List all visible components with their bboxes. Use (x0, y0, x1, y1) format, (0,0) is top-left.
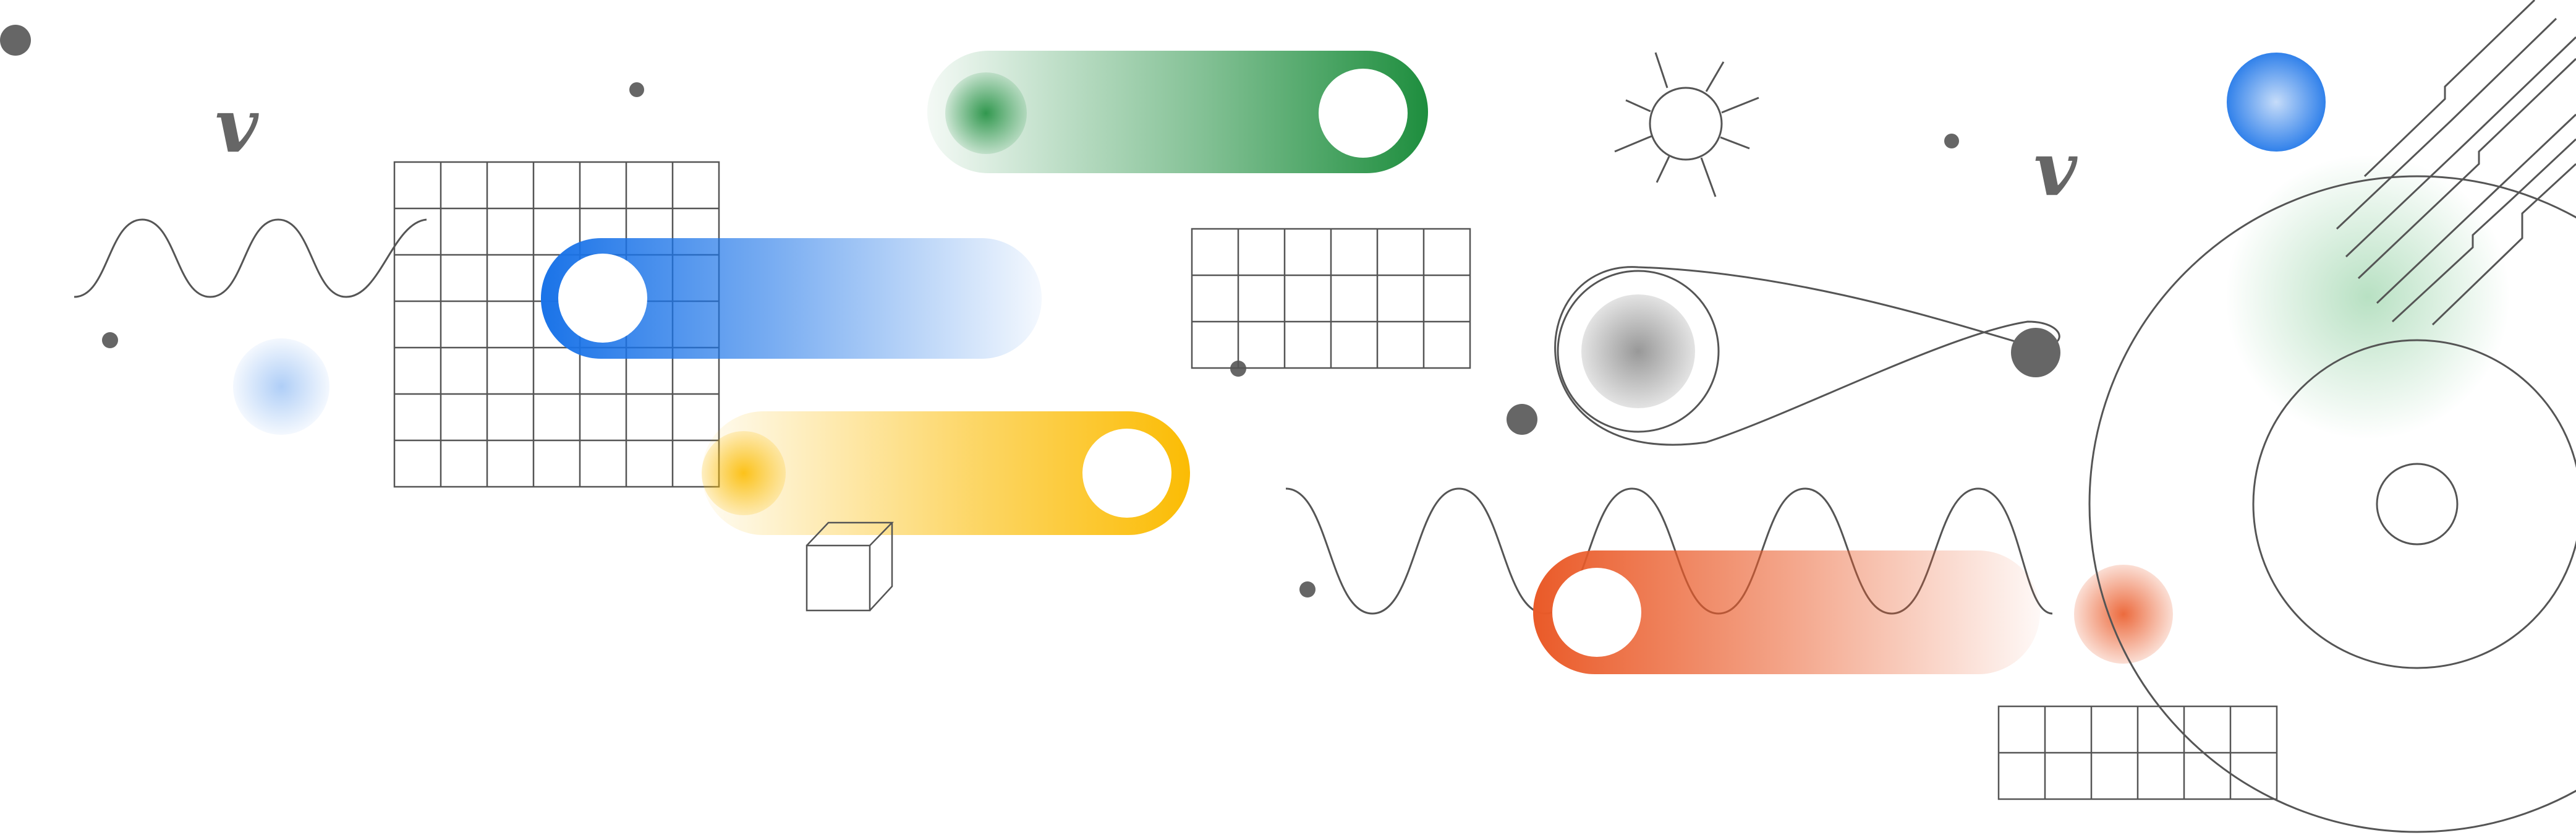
dot (1507, 404, 1537, 435)
grid-icon (1997, 705, 2278, 800)
green-capsule (927, 51, 1428, 173)
dot (1299, 581, 1316, 597)
dot (1944, 134, 1959, 148)
dot (629, 82, 644, 97)
sine-wave-icon (74, 218, 427, 298)
grid-icon (1191, 228, 1471, 369)
pale-green-cloud (2225, 155, 2510, 439)
orbit-loop-icon (1554, 266, 2060, 446)
red-capsule (1533, 550, 2040, 674)
blue-sphere (2227, 53, 2326, 152)
dot (102, 332, 118, 348)
v-glyph-left: v (215, 82, 259, 169)
diagonal-lines (2336, 0, 2576, 326)
red-sphere (2074, 565, 2173, 664)
blue-capsule (541, 238, 1042, 359)
v-glyph-right: v (2034, 126, 2078, 213)
pale-blue-sphere (233, 338, 329, 435)
yellow-capsule (702, 411, 1190, 535)
cube-icon (806, 521, 894, 612)
sun-icon (1614, 52, 1759, 197)
concentric-circles-icon (2088, 175, 2576, 833)
dot (0, 25, 31, 56)
